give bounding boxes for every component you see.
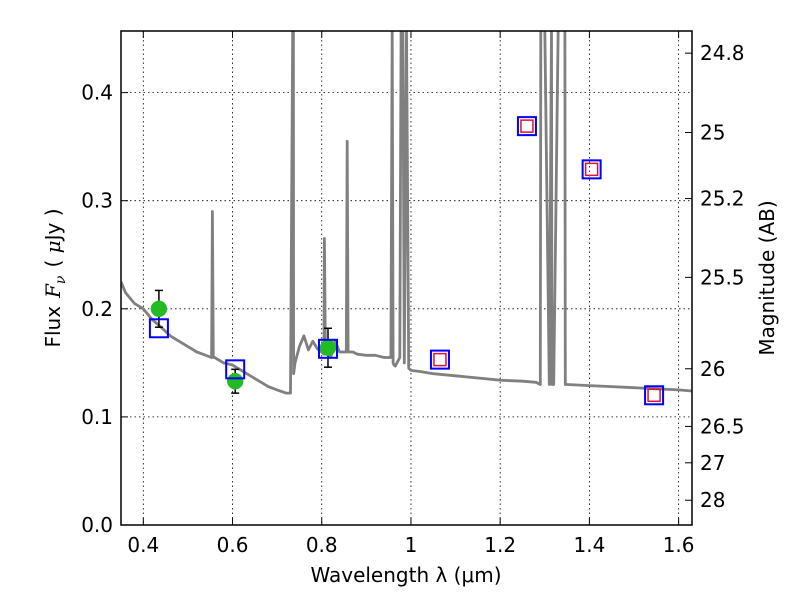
model-photometry-square (225, 359, 246, 380)
model-photometry-square (429, 349, 450, 370)
x-tick-label: 1 (405, 533, 418, 557)
model-photometry-square (644, 385, 665, 406)
x-tick-label: 0.6 (217, 533, 249, 557)
predicted-square (433, 352, 447, 367)
y-axis-title: FluxFν( μJy ) (41, 208, 69, 347)
y2-tick-label: 25 (700, 121, 725, 145)
y-tick-label: 0.0 (81, 513, 113, 537)
y2-tick-label: 25.5 (700, 265, 745, 289)
plot-area (121, 31, 692, 395)
x-tick-label: 0.8 (306, 533, 338, 557)
y-tick-label: 0.1 (81, 405, 113, 429)
y2-tick-label: 25.2 (700, 187, 745, 211)
predicted-square (520, 119, 534, 133)
y2-tick-label: 28 (700, 488, 725, 512)
predicted-square (584, 162, 599, 177)
sed-model-line (121, 31, 692, 395)
x-axis-title: Wavelength λ (μm) (310, 563, 501, 587)
y2-tick-label: 24.8 (700, 41, 745, 65)
y2-tick-label: 26 (700, 357, 725, 381)
model-photometry-square (148, 318, 169, 339)
x-axis-ticks: 0.4 0.6 0.8 1 1.2 1.4 1.6 (127, 31, 695, 557)
x-tick-label: 0.4 (127, 533, 159, 557)
y-tick-label: 0.3 (81, 189, 113, 213)
model-photometry-square (516, 116, 537, 137)
grid (121, 31, 692, 525)
y2-tick-label: 27 (700, 451, 725, 475)
observed-point (226, 372, 244, 390)
x-tick-label: 1.4 (573, 533, 605, 557)
predicted-square (647, 388, 661, 403)
plot-frame (120, 30, 693, 526)
y2-axis-ticks: 24.8 25 25.2 25.5 26 26.5 27 28 (685, 41, 745, 512)
y2-tick-label: 26.5 (700, 414, 745, 438)
model-photometry-square (317, 338, 338, 359)
x-tick-label: 1.6 (663, 533, 695, 557)
y-tick-label: 0.4 (81, 81, 113, 105)
y-axis-ticks: 0.0 0.1 0.2 0.3 0.4 (81, 81, 128, 537)
model-photometry-square (581, 159, 602, 180)
y2-axis-title: Magnitude (AB) (755, 200, 779, 355)
observed-point (150, 300, 168, 318)
x-tick-label: 1.2 (484, 533, 516, 557)
observed-point (319, 339, 337, 356)
y-tick-label: 0.2 (81, 297, 113, 321)
markers (148, 116, 665, 406)
